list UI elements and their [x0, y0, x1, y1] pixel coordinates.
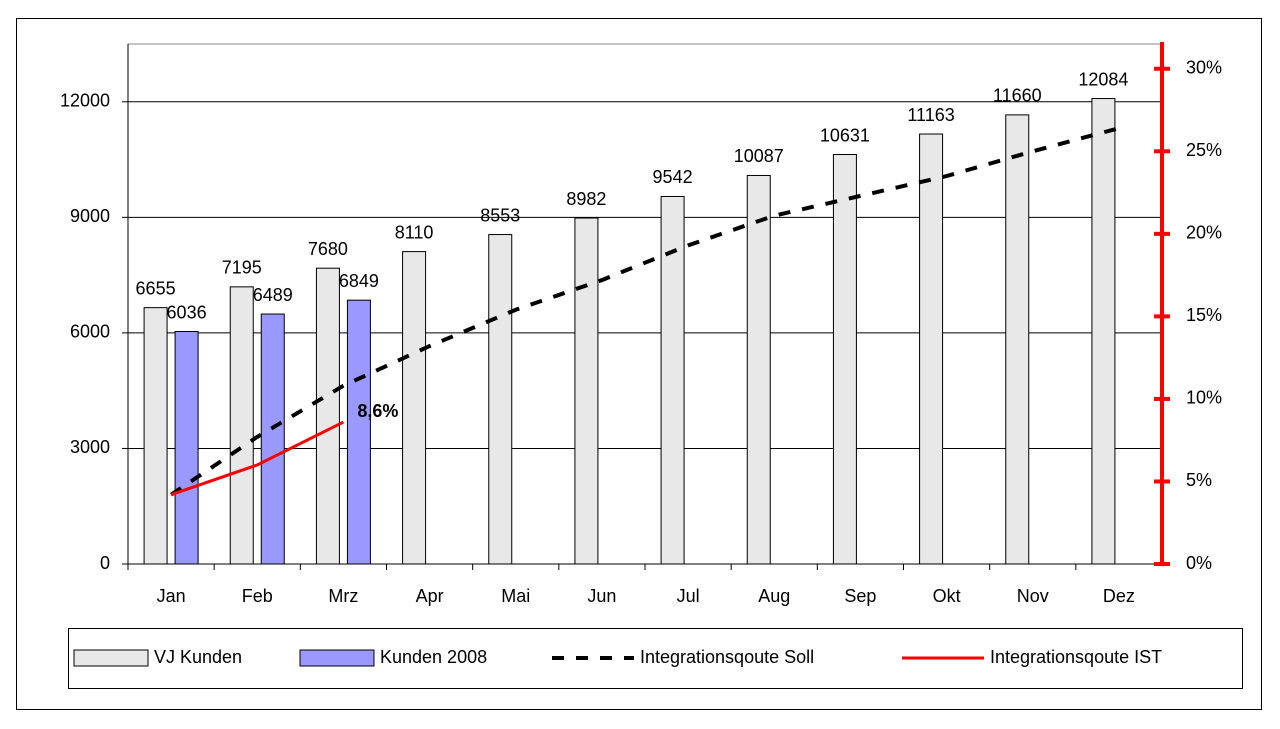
bar — [174, 331, 199, 565]
bar — [1091, 98, 1116, 565]
bar — [746, 174, 771, 565]
data-label: 6849 — [339, 271, 379, 291]
bar — [143, 307, 168, 565]
bar — [660, 195, 685, 565]
legend-swatch — [73, 649, 149, 667]
legend-label: Kunden 2008 — [380, 647, 487, 667]
y2-tick-label: 5% — [1186, 470, 1212, 490]
bar — [832, 154, 857, 565]
y2-tick-label: 15% — [1186, 305, 1222, 325]
data-label: 8982 — [566, 189, 606, 209]
y-tick-label: 6000 — [70, 322, 110, 342]
bar — [315, 267, 340, 565]
x-tick-label: Feb — [242, 586, 273, 606]
bar — [346, 299, 371, 565]
line — [170, 420, 345, 497]
bar — [919, 133, 944, 565]
x-tick-label: Dez — [1103, 586, 1135, 606]
legend-swatch — [299, 649, 375, 667]
data-label: 7680 — [308, 239, 348, 259]
data-label: 6655 — [136, 278, 176, 298]
bar — [1005, 114, 1030, 565]
y2-tick-label: 30% — [1186, 58, 1222, 78]
data-label: 10087 — [734, 146, 784, 166]
x-tick-label: Jul — [677, 586, 700, 606]
plot-area — [127, 43, 1163, 565]
x-tick-label: Nov — [1017, 586, 1049, 606]
data-label: 8110 — [395, 222, 434, 242]
x-tick-label: Sep — [844, 586, 876, 606]
y-tick-label: 9000 — [70, 206, 110, 226]
data-label: 8,6% — [357, 401, 398, 421]
bar — [260, 313, 285, 565]
x-tick-label: Jan — [157, 586, 186, 606]
x-tick-label: Mrz — [328, 586, 358, 606]
data-label: 9542 — [653, 167, 693, 187]
data-label: 6036 — [167, 302, 207, 322]
y2-tick-label: 25% — [1186, 140, 1222, 160]
x-tick-label: Mai — [501, 586, 530, 606]
x-tick-label: Aug — [758, 586, 790, 606]
y-tick-label: 12000 — [60, 91, 110, 111]
x-tick-label: Okt — [933, 586, 961, 606]
data-label: 6489 — [253, 285, 293, 305]
y2-tick-label: 10% — [1186, 388, 1222, 408]
x-tick-label: Jun — [587, 586, 616, 606]
legend-label: Integrationsqoute IST — [990, 647, 1162, 667]
y-tick-label: 0 — [100, 553, 110, 573]
bar — [488, 234, 513, 565]
legend-box — [68, 628, 1243, 689]
y2-tick-label: 20% — [1186, 223, 1222, 243]
bar — [574, 217, 599, 565]
data-label: 12084 — [1078, 69, 1128, 89]
data-label: 10631 — [820, 125, 870, 145]
line — [169, 126, 1120, 497]
data-label: 7195 — [222, 258, 262, 278]
y2-tick-label: 0% — [1186, 553, 1212, 573]
bar — [229, 286, 254, 565]
data-label: 11660 — [993, 86, 1042, 106]
legend-label: VJ Kunden — [154, 647, 242, 667]
data-label: 11163 — [907, 105, 954, 125]
legend-label: Integrationsqoute Soll — [640, 647, 814, 667]
bar — [402, 251, 427, 565]
data-label: 8553 — [480, 205, 520, 225]
x-tick-label: Apr — [416, 586, 444, 606]
y-tick-label: 3000 — [70, 437, 110, 457]
